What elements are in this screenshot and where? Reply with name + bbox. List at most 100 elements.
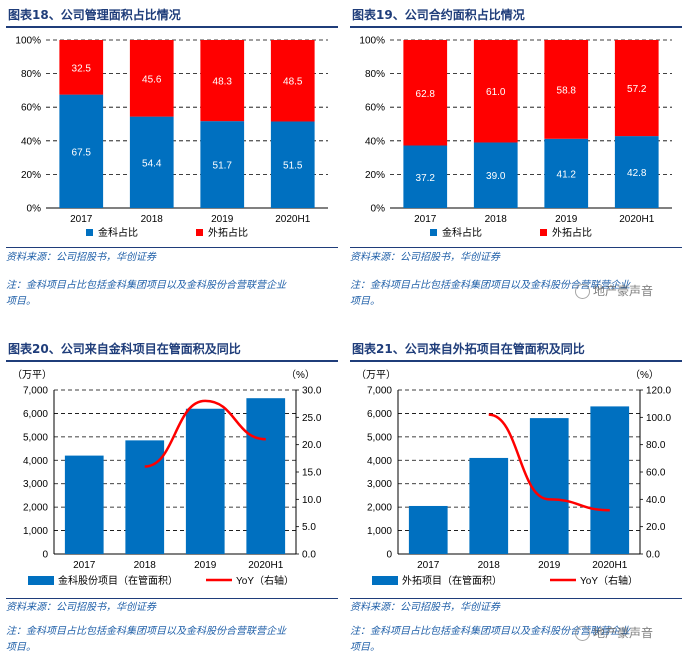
y2-tick-label: 15.0 bbox=[302, 468, 322, 479]
bar bbox=[590, 406, 630, 554]
x-tick-label: 2018 bbox=[478, 560, 501, 571]
y2-tick-label: 0.0 bbox=[302, 550, 316, 561]
y-tick-label: 20% bbox=[365, 170, 385, 181]
data-label: 51.5 bbox=[283, 161, 303, 172]
legend-label: YoY（右轴） bbox=[580, 574, 638, 587]
y2-tick-label: 30.0 bbox=[302, 386, 322, 397]
y-tick-label: 3,000 bbox=[367, 479, 392, 490]
panel-chart-18: 图表18、公司管理面积占比情况 0% 20% 40% 60% 80% 100% 67.5 32… bbox=[6, 4, 338, 320]
panel-title-bar: 图表20、公司来自金科项目在管面积及同比 bbox=[6, 338, 338, 362]
y2-tick-label: 120.0 bbox=[646, 386, 671, 397]
legend-swatch bbox=[28, 576, 54, 585]
combo-chart-jinke-area-yoy: （万平） （%） 0 1,000 2,000 3,000 4,000 5,000 6,000 7,… bbox=[12, 369, 322, 587]
bar bbox=[408, 505, 448, 554]
x-tick-label: 2020H1 bbox=[248, 560, 283, 571]
panel-chart-21: 图表21、公司来自外拓项目在管面积及同比 （万平） （%） 0 1,000 2,000 3… bbox=[350, 338, 682, 664]
source-note: 资料来源：公司招股书，华创证券 bbox=[6, 602, 156, 613]
bar-segment bbox=[614, 40, 659, 137]
bar-segment bbox=[200, 121, 245, 208]
panel-title-bar: 图表18、公司管理面积占比情况 bbox=[6, 4, 338, 28]
yoy-line bbox=[488, 413, 610, 512]
y-tick-label: 100% bbox=[359, 36, 385, 47]
bar bbox=[246, 398, 286, 554]
legend-swatch bbox=[86, 229, 93, 236]
source-note: 资料来源：公司招股书，华创证券 bbox=[6, 252, 156, 263]
bar-segment bbox=[129, 40, 174, 117]
y-tick-label: 2,000 bbox=[367, 503, 392, 514]
footnote-line-2: 项目。 bbox=[350, 642, 380, 653]
x-tick-label: 2018 bbox=[485, 214, 508, 225]
x-tick-label: 2018 bbox=[134, 560, 157, 571]
footnote-line-2: 项目。 bbox=[350, 296, 380, 307]
x-tick-label: 2020H1 bbox=[275, 214, 310, 225]
bar-segment bbox=[544, 138, 589, 208]
bar-segment bbox=[544, 40, 589, 139]
bar-segment bbox=[403, 145, 448, 208]
y-axis-unit: （万平） bbox=[12, 369, 52, 381]
legend-swatch bbox=[196, 229, 203, 236]
wechat-icon bbox=[575, 284, 590, 299]
y-tick-label: 7,000 bbox=[23, 386, 48, 397]
data-label: 67.5 bbox=[72, 147, 92, 158]
divider bbox=[6, 247, 338, 248]
y-tick-label: 20% bbox=[21, 170, 41, 181]
stacked-bar-chart-contract-area: 0% 20% 40% 60% 80% 100% 37.2 62.8 2017 39.0 61.0 20… bbox=[359, 36, 672, 239]
y-tick-label: 0 bbox=[386, 550, 392, 561]
y2-tick-label: 60.0 bbox=[646, 468, 666, 479]
legend-label: 金科占比 bbox=[98, 226, 138, 239]
data-label: 61.0 bbox=[486, 87, 506, 98]
combo-chart-external-area-yoy: （万平） （%） 0 1,000 2,000 3,000 4,000 5,000 6,000 7,… bbox=[356, 369, 671, 587]
y2-tick-label: 25.0 bbox=[302, 413, 322, 424]
footnote-line-1: 注：金科项目占比包括金科集团项目以及金科股份合营联营企业 bbox=[6, 626, 286, 637]
data-label: 48.5 bbox=[283, 77, 303, 88]
y-tick-label: 0% bbox=[27, 204, 42, 215]
footnote-line-2: 项目。 bbox=[6, 642, 36, 653]
bar bbox=[125, 440, 165, 554]
y-tick-label: 1,000 bbox=[367, 526, 392, 537]
legend-swatch bbox=[372, 576, 398, 585]
data-label: 42.8 bbox=[627, 168, 647, 179]
y2-tick-label: 0.0 bbox=[646, 550, 660, 561]
data-label: 51.7 bbox=[213, 161, 233, 172]
source-note: 资料来源：公司招股书，华创证券 bbox=[350, 602, 500, 613]
bar-segment bbox=[614, 136, 659, 208]
y-tick-label: 60% bbox=[21, 103, 41, 114]
data-label: 37.2 bbox=[416, 173, 436, 184]
y2-tick-label: 80.0 bbox=[646, 440, 666, 451]
bar bbox=[185, 408, 225, 554]
y-tick-label: 80% bbox=[21, 69, 41, 80]
y2-tick-label: 5.0 bbox=[302, 522, 316, 533]
y-tick-label: 60% bbox=[365, 103, 385, 114]
panel-title-bar: 图表21、公司来自外拓项目在管面积及同比 bbox=[350, 338, 682, 362]
y-tick-label: 1,000 bbox=[23, 526, 48, 537]
panel-title-bar: 图表19、公司合约面积占比情况 bbox=[350, 4, 682, 28]
y-tick-label: 40% bbox=[21, 136, 41, 147]
panel-title: 图表20、公司来自金科项目在管面积及同比 bbox=[8, 342, 241, 356]
footnote-line-1: 注：金科项目占比包括金科集团项目以及金科股份合营联营企业 bbox=[350, 626, 630, 637]
y2-tick-label: 40.0 bbox=[646, 495, 666, 506]
bar-segment bbox=[270, 121, 315, 208]
bar-segment bbox=[270, 40, 315, 122]
legend-label: 外拓占比 bbox=[552, 226, 592, 239]
x-tick-label: 2020H1 bbox=[592, 560, 627, 571]
bar-segment bbox=[403, 40, 448, 146]
watermark-text: 地产豪声音 bbox=[593, 626, 654, 640]
y2-tick-label: 100.0 bbox=[646, 413, 671, 424]
bar-segment bbox=[473, 142, 518, 208]
bar-segment bbox=[59, 94, 104, 208]
data-label: 45.6 bbox=[142, 74, 162, 85]
panel-chart-19: 图表19、公司合约面积占比情况 0% 20% 40% 60% 80% 100% 37.2 62… bbox=[350, 4, 682, 320]
yoy-line bbox=[144, 399, 266, 468]
wechat-icon bbox=[575, 626, 590, 641]
y-tick-label: 6,000 bbox=[23, 409, 48, 420]
panel-title: 图表21、公司来自外拓项目在管面积及同比 bbox=[352, 342, 585, 356]
y2-tick-label: 10.0 bbox=[302, 495, 322, 506]
x-tick-label: 2020H1 bbox=[619, 214, 654, 225]
legend-label: YoY（右轴） bbox=[236, 574, 294, 587]
legend-swatch bbox=[540, 229, 547, 236]
panel-chart-20: 图表20、公司来自金科项目在管面积及同比 （万平） （%） 0 1,000 2,000 3… bbox=[6, 338, 338, 664]
legend-label: 外拓项目（在管面积） bbox=[402, 574, 502, 587]
data-label: 57.2 bbox=[627, 84, 647, 95]
watermark: 地产豪声音 bbox=[575, 624, 653, 641]
bar bbox=[64, 455, 104, 554]
